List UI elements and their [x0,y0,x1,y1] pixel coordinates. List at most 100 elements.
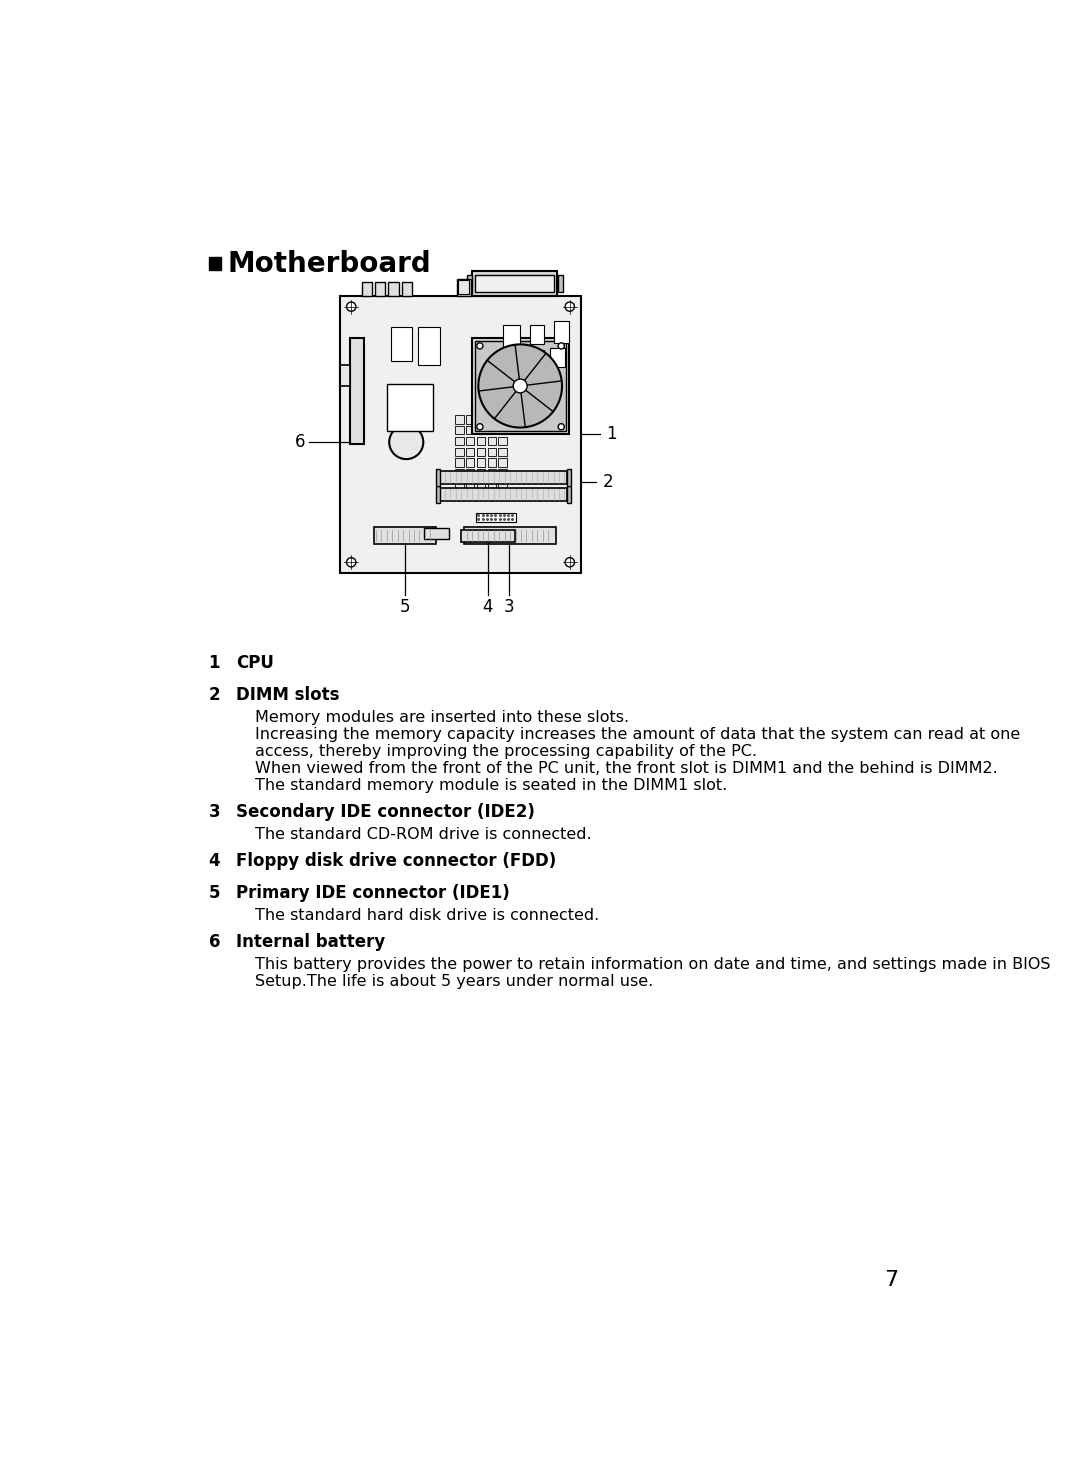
Bar [468,275,472,293]
Text: This battery provides the power to retain information on date and time, and sett: This battery provides the power to retai… [255,958,1051,972]
Text: 5: 5 [208,884,220,902]
Text: 6: 6 [295,432,306,452]
Text: access, thereby improving the processing capability of the PC.: access, thereby improving the processing… [255,744,757,759]
Text: 5: 5 [400,599,410,616]
Text: The standard CD-ROM drive is connected.: The standard CD-ROM drive is connected. [255,827,592,841]
Bar [472,271,557,296]
Bar [488,415,496,424]
Bar [391,327,413,362]
Bar [558,275,563,293]
Text: Memory modules are inserted into these slots.: Memory modules are inserted into these s… [255,710,630,725]
Bar [488,427,496,434]
Bar [567,485,571,503]
Circle shape [389,425,423,459]
Bar [455,459,463,466]
Bar [362,282,373,296]
Bar [476,469,485,478]
Bar [530,350,544,366]
Bar [550,349,565,368]
Text: 4: 4 [208,852,220,871]
Text: The standard memory module is seated in the DIMM1 slot.: The standard memory module is seated in … [255,778,727,793]
Circle shape [478,344,562,428]
Bar [464,527,556,544]
Bar [455,447,463,456]
Text: 6: 6 [208,934,220,952]
Text: Floppy disk drive connector (FDD): Floppy disk drive connector (FDD) [235,852,556,871]
Text: Setup.The life is about 5 years under normal use.: Setup.The life is about 5 years under no… [255,974,653,989]
Circle shape [513,380,527,393]
Bar [440,488,567,500]
Bar [374,527,435,544]
Text: 3: 3 [504,599,515,616]
Bar [418,327,440,365]
Bar [503,352,517,368]
Circle shape [558,343,565,349]
Text: 2: 2 [208,685,220,705]
Bar [499,415,507,424]
Bar [465,437,474,446]
Bar [499,459,507,466]
Text: 3: 3 [208,803,220,821]
Bar [340,296,581,574]
Bar [499,480,507,488]
Text: Internal battery: Internal battery [235,934,384,952]
Bar [389,282,399,296]
Text: When viewed from the front of the PC unit, the front slot is DIMM1 and the behin: When viewed from the front of the PC uni… [255,761,998,775]
Bar [465,491,474,499]
Bar [488,437,496,446]
Bar [476,480,485,488]
Bar [554,321,569,343]
Bar [457,279,471,296]
Bar [460,530,515,543]
Bar [402,282,411,296]
Text: Motherboard: Motherboard [227,250,431,278]
Bar [465,480,474,488]
Text: Increasing the memory capacity increases the amount of data that the system can : Increasing the memory capacity increases… [255,727,1021,741]
Bar [476,437,485,446]
Bar [465,459,474,466]
Bar [465,469,474,478]
Bar [476,415,485,424]
Bar [455,480,463,488]
Circle shape [558,424,565,430]
Bar [488,491,496,499]
Bar [499,469,507,478]
Bar [375,282,386,296]
Circle shape [476,424,483,430]
Bar [465,427,474,434]
Bar [488,447,496,456]
Bar [499,427,507,434]
Text: 7: 7 [885,1269,899,1290]
Bar [387,384,433,431]
Bar [350,338,364,444]
Bar [455,437,463,446]
Bar [465,447,474,456]
Text: DIMM slots: DIMM slots [235,685,339,705]
Text: 1: 1 [606,425,617,443]
Circle shape [476,343,483,349]
Bar [488,459,496,466]
Bar [458,281,469,294]
Bar [208,257,221,269]
Bar [499,437,507,446]
Bar [475,275,554,293]
Bar [475,341,566,431]
Bar [503,325,521,347]
Bar [455,427,463,434]
Text: 4: 4 [483,599,492,616]
Bar [488,469,496,478]
Bar [499,491,507,499]
Circle shape [565,558,575,566]
Bar [476,459,485,466]
Circle shape [347,558,356,566]
Bar [455,491,463,499]
Bar [436,469,441,485]
Circle shape [347,302,356,312]
Bar [476,513,516,522]
Text: 2: 2 [603,474,613,491]
Text: Primary IDE connector (IDE1): Primary IDE connector (IDE1) [235,884,510,902]
Bar [472,338,569,434]
Bar [455,469,463,478]
Bar [340,365,350,385]
Bar [476,447,485,456]
